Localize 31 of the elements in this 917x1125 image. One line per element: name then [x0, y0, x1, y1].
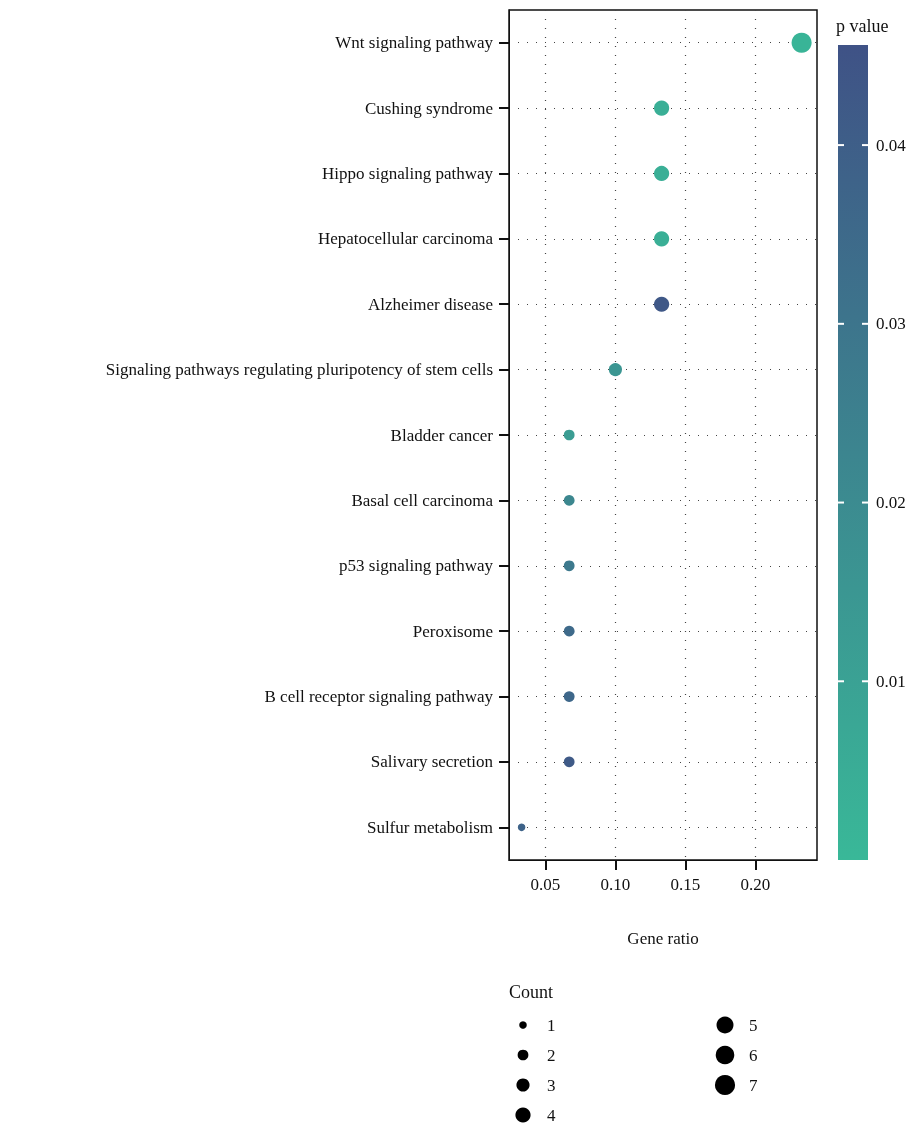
y-tick-label: Bladder cancer — [390, 425, 494, 445]
y-tick-label: Salivary secretion — [370, 752, 494, 772]
x-tick-label: 0.05 — [530, 875, 561, 894]
y-tick-label: Signaling pathways regulating pluripotency of stem cells — [105, 360, 493, 380]
x-tick-label: 0.10 — [600, 875, 631, 894]
y-tick-label: Cushing syndrome — [365, 98, 493, 118]
y-tick-label: Basal cell carcinoma — [351, 490, 494, 510]
y-tick-label: Hepatocellular carcinoma — [317, 229, 494, 249]
y-tick-label: p53 signaling pathway — [339, 556, 494, 576]
legend-label: 5 — [749, 1015, 758, 1035]
x-axis-title: Gene ratio — [627, 929, 699, 948]
color-bar-label: 0.03 — [876, 314, 906, 334]
color-bar-title: p value — [836, 16, 889, 36]
y-tick-label: Hippo signaling pathway — [322, 163, 494, 183]
y-tick-label: Peroxisome — [412, 621, 493, 641]
legend-label: 1 — [547, 1015, 556, 1035]
x-tick-label: 0.15 — [670, 875, 701, 894]
legend-label: 6 — [749, 1045, 758, 1065]
legend-label: 7 — [749, 1075, 758, 1095]
y-tick-label: Alzheimer disease — [367, 294, 493, 314]
y-tick-label: Sulfur metabolism — [366, 817, 493, 837]
color-bar-label: 0.02 — [876, 493, 906, 513]
x-tick-label: 0.20 — [740, 875, 771, 894]
color-bar-label: 0.04 — [876, 135, 907, 155]
y-tick-label: Wnt signaling pathway — [335, 33, 494, 53]
legend-title: Count — [509, 982, 554, 1002]
legend-label: 4 — [547, 1105, 556, 1125]
legend-label: 2 — [547, 1045, 556, 1065]
legend-label: 3 — [547, 1075, 556, 1095]
color-bar-label: 0.01 — [876, 671, 906, 691]
y-tick-label: B cell receptor signaling pathway — [264, 687, 494, 707]
